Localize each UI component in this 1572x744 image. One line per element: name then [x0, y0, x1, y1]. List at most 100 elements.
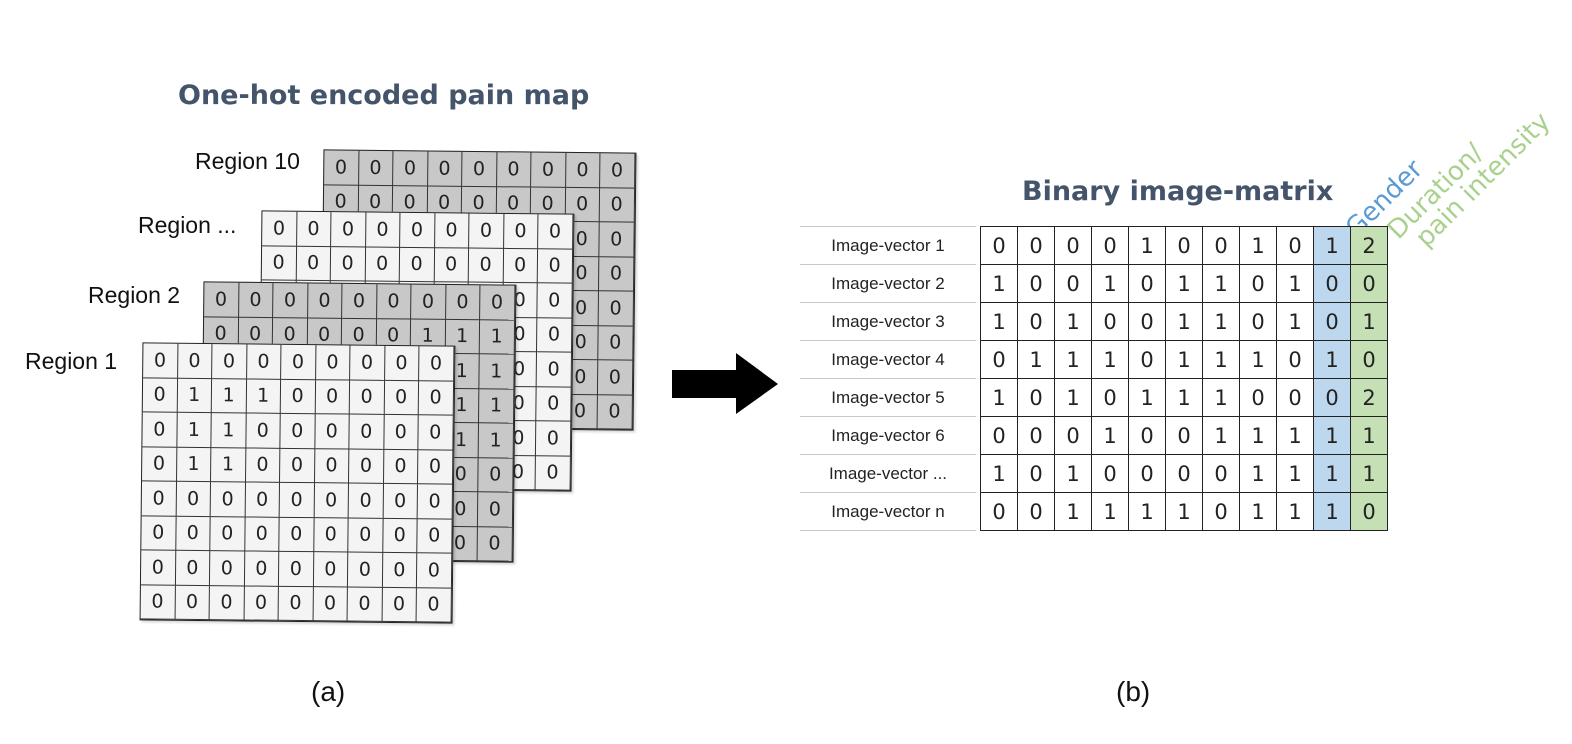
bit-cell: 0 — [1128, 416, 1166, 455]
gender-cell: 0 — [1313, 264, 1351, 303]
grid-cell: 0 — [331, 212, 366, 247]
image-vector-label: Image-vector 5 — [800, 378, 976, 417]
grid-cell: 0 — [281, 344, 316, 380]
bit-cell: 0 — [1128, 340, 1166, 379]
bit-cell: 0 — [1239, 264, 1277, 303]
grid-cell: 1 — [478, 423, 514, 459]
bit-cell: 0 — [1017, 454, 1055, 493]
grid-cell: 0 — [296, 246, 332, 282]
grid-cell: 0 — [383, 483, 418, 519]
bit-cell: 0 — [1128, 454, 1166, 493]
grid-cell: 0 — [141, 481, 177, 517]
image-vector-label: Image-vector 3 — [800, 302, 976, 341]
grid-cell: 0 — [348, 518, 384, 553]
bit-cell: 0 — [1202, 454, 1240, 493]
grid-cell: 0 — [477, 526, 513, 562]
grid-cell: 0 — [175, 516, 211, 552]
grid-cell: 0 — [175, 550, 211, 586]
grid-cell: 0 — [411, 284, 446, 320]
grid-cell: 0 — [348, 483, 384, 519]
grid-cell: 0 — [142, 412, 178, 448]
bit-cell: 1 — [1202, 302, 1240, 341]
bit-cell: 0 — [1165, 226, 1203, 265]
bit-cell: 1 — [1091, 492, 1129, 531]
bit-cell: 1 — [1054, 378, 1092, 417]
grid-cell: 0 — [400, 212, 435, 248]
grid-cell: 0 — [245, 482, 281, 518]
grid-cell: 0 — [315, 345, 351, 381]
bit-cell: 0 — [1017, 302, 1055, 341]
grid-cell: 0 — [503, 213, 539, 249]
gender-cell: 1 — [1313, 416, 1351, 455]
grid-cell: 0 — [599, 222, 635, 258]
bit-cell: 1 — [1239, 226, 1277, 265]
bit-cell: 1 — [1091, 264, 1129, 303]
bit-cell: 0 — [1128, 302, 1166, 341]
grid-cell: 0 — [209, 551, 245, 586]
grid-cell: 0 — [598, 291, 634, 327]
grid-cell: 0 — [598, 325, 634, 361]
grid-cell: 0 — [535, 421, 571, 457]
duration-cell: 0 — [1350, 340, 1388, 379]
grid-cell: 0 — [565, 152, 601, 188]
grid-cell: 1 — [479, 354, 515, 390]
grid-cell: 0 — [419, 346, 454, 382]
grid-cell: 0 — [210, 482, 246, 517]
bit-cell: 0 — [1239, 378, 1277, 417]
bit-cell: 1 — [1165, 492, 1203, 531]
bit-cell: 1 — [980, 302, 1018, 341]
grid-cell: 0 — [383, 449, 419, 485]
image-vector-label: Image-vector 6 — [800, 416, 976, 455]
bit-cell: 0 — [1091, 454, 1129, 493]
grid-cell: 0 — [278, 586, 314, 622]
bit-cell: 1 — [1054, 302, 1092, 341]
grid-cell: 0 — [503, 248, 539, 284]
grid-cell: 0 — [531, 152, 566, 188]
grid-cell: 0 — [324, 150, 359, 186]
grid-cell: 0 — [296, 211, 332, 247]
grid-cell: 0 — [416, 587, 452, 623]
bit-cell: 1 — [1128, 492, 1166, 531]
grid-cell: 0 — [245, 413, 281, 449]
bit-cell: 0 — [980, 492, 1018, 531]
grid-cell: 0 — [365, 246, 401, 282]
panel-b-title: Binary image-matrix — [1022, 176, 1334, 207]
image-vector-label: Image-vector n — [800, 492, 976, 531]
bit-cell: 1 — [1202, 340, 1240, 379]
grid-cell: 0 — [140, 550, 176, 586]
grid-cell: 0 — [599, 187, 635, 223]
grid-cell: 0 — [330, 246, 366, 282]
grid-cell: 0 — [537, 248, 573, 284]
panel-a-title: One-hot encoded pain map — [178, 80, 590, 111]
grid-cell: 0 — [143, 343, 178, 379]
gender-cell: 1 — [1313, 226, 1351, 265]
grid-cell: 0 — [480, 285, 515, 321]
grid-cell: 1 — [176, 412, 212, 448]
bit-cell: 0 — [1017, 226, 1055, 265]
grid-cell: 0 — [376, 284, 412, 320]
grid-cell: 0 — [280, 379, 316, 415]
grid-cell: 0 — [535, 455, 571, 491]
bit-cell: 1 — [1239, 454, 1277, 493]
grid-cell: 0 — [418, 380, 454, 416]
grid-cell: 0 — [399, 247, 435, 283]
grid-cell: 0 — [315, 379, 351, 415]
region-label: Region 10 — [195, 148, 300, 174]
grid-cell: 0 — [597, 394, 633, 430]
bit-cell: 0 — [1091, 302, 1129, 341]
grid-cell: 0 — [384, 380, 420, 416]
gender-cell: 1 — [1313, 492, 1351, 531]
grid-cell: 0 — [358, 150, 394, 186]
bit-cell: 0 — [1054, 226, 1092, 265]
gender-cell: 1 — [1313, 454, 1351, 493]
region-label: Region 1 — [25, 348, 118, 374]
duration-cell: 2 — [1350, 226, 1388, 265]
panel-b-caption: (b) — [1116, 676, 1151, 707]
grid-cell: 1 — [211, 413, 247, 448]
grid-cell: 0 — [177, 343, 213, 379]
duration-cell: 0 — [1350, 492, 1388, 531]
bit-cell: 1 — [980, 264, 1018, 303]
